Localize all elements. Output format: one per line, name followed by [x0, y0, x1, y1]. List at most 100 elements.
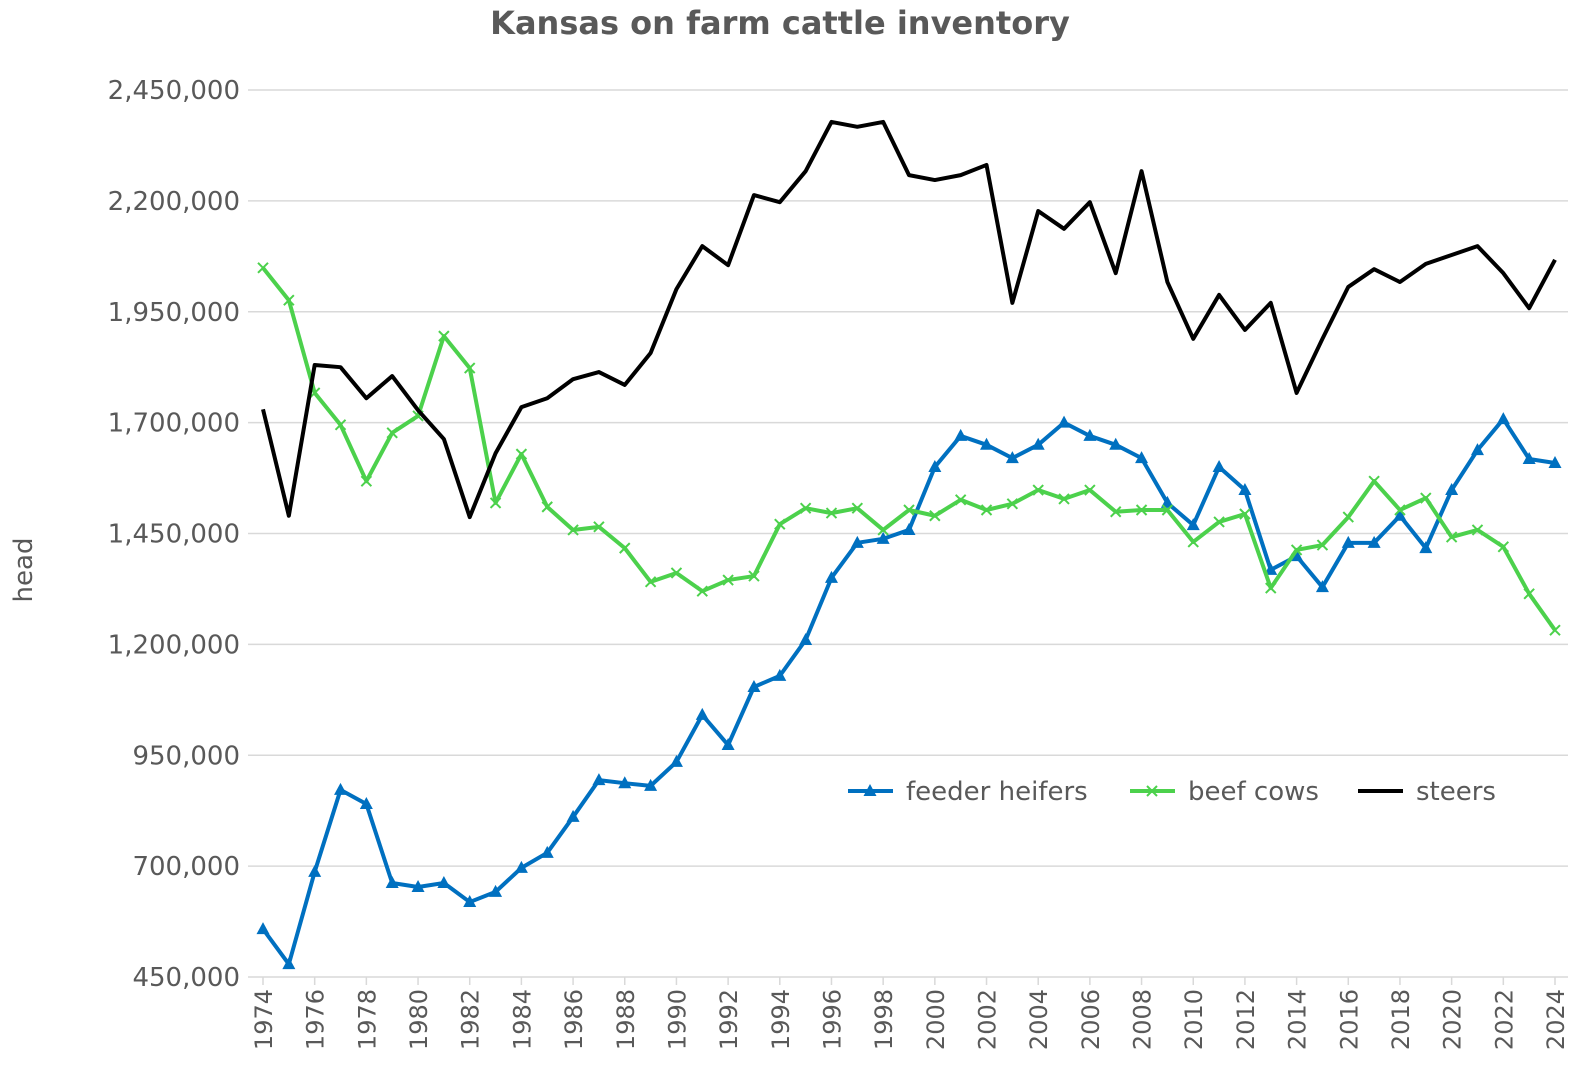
x-tick-label: 1982 — [457, 989, 485, 1050]
point-marker — [1419, 541, 1433, 554]
point-marker — [592, 773, 606, 786]
point-marker — [1445, 531, 1458, 543]
point-marker — [1470, 443, 1484, 456]
point-marker — [1367, 535, 1381, 548]
point-marker — [514, 860, 528, 873]
point-marker — [257, 262, 269, 274]
x-tick-label: 2014 — [1284, 989, 1312, 1050]
point-marker — [1135, 451, 1149, 464]
point-marker — [1110, 506, 1122, 518]
point-marker — [1496, 412, 1510, 425]
point-marker — [540, 845, 554, 858]
point-marker — [799, 632, 813, 645]
y-tick-label: 1,200,000 — [108, 630, 240, 660]
point-marker — [437, 875, 451, 888]
point-marker — [644, 778, 658, 791]
point-marker — [1394, 504, 1406, 516]
x-tick-label: 2004 — [1025, 989, 1053, 1050]
point-marker — [334, 782, 348, 795]
point-marker — [1265, 582, 1277, 594]
point-marker — [334, 419, 347, 431]
point-marker — [386, 427, 398, 439]
point-marker — [851, 502, 864, 514]
point-marker — [1549, 624, 1561, 636]
point-marker — [748, 570, 760, 582]
point-marker — [1005, 451, 1019, 464]
point-marker — [566, 809, 580, 822]
point-marker — [1213, 516, 1225, 528]
y-tick-label: 1,450,000 — [108, 520, 240, 550]
point-marker — [799, 502, 812, 514]
point-marker — [1548, 455, 1562, 468]
x-tick-label: 1978 — [353, 989, 381, 1050]
y-tick-label: 450,000 — [132, 963, 240, 993]
point-marker — [644, 576, 657, 588]
point-marker — [541, 501, 553, 513]
point-marker — [619, 542, 631, 554]
chart-title: Kansas on farm cattle inventory — [490, 4, 1070, 42]
point-marker — [980, 504, 993, 516]
point-marker — [1058, 493, 1070, 505]
point-marker — [1445, 483, 1459, 496]
x-tick-label: 2002 — [974, 989, 1002, 1050]
point-marker — [283, 294, 295, 306]
x-tick-label: 2024 — [1542, 989, 1570, 1050]
point-marker — [1420, 492, 1432, 504]
point-marker — [1238, 483, 1252, 496]
x-tick-label: 1992 — [715, 989, 743, 1050]
point-marker — [1341, 535, 1355, 548]
point-marker — [1032, 484, 1044, 496]
point-marker — [1264, 562, 1278, 575]
y-tick-label: 1,700,000 — [108, 409, 240, 439]
series-line — [261, 266, 1557, 632]
point-marker — [256, 922, 270, 935]
point-marker — [825, 507, 838, 519]
point-marker — [928, 459, 942, 472]
point-marker — [877, 524, 889, 536]
x-tick-label: 2020 — [1439, 989, 1467, 1050]
x-tick-label: 1974 — [250, 989, 278, 1050]
x-tick-label: 1980 — [405, 989, 433, 1050]
point-marker — [593, 521, 605, 533]
point-marker — [1315, 580, 1329, 593]
y-axis-label: head — [9, 538, 39, 603]
x-tick-label: 2016 — [1335, 989, 1363, 1050]
point-marker — [670, 567, 683, 579]
point-marker — [902, 522, 916, 535]
x-tick-label: 1996 — [818, 989, 846, 1050]
point-marker — [1212, 459, 1226, 472]
point-marker — [1471, 524, 1484, 536]
point-marker — [1522, 451, 1536, 464]
point-marker — [1497, 541, 1510, 553]
point-marker — [464, 362, 476, 374]
legend-label: feeder heifers — [906, 777, 1088, 807]
point-marker — [411, 879, 425, 892]
point-marker — [954, 494, 967, 506]
point-marker — [282, 957, 296, 970]
point-marker — [515, 448, 528, 460]
x-tick-label: 2010 — [1180, 989, 1208, 1050]
y-tick-label: 1,950,000 — [108, 298, 240, 328]
point-marker — [1084, 484, 1096, 496]
point-marker — [696, 585, 708, 597]
point-marker — [774, 518, 786, 530]
x-tick-label: 2018 — [1387, 989, 1415, 1050]
x-tick-label: 1984 — [508, 989, 536, 1050]
point-marker — [876, 531, 890, 544]
point-marker — [773, 668, 787, 681]
point-marker — [929, 510, 941, 522]
point-marker — [669, 754, 683, 767]
point-marker — [1187, 536, 1199, 548]
x-tick-label: 1986 — [560, 989, 588, 1050]
point-marker — [359, 797, 373, 810]
point-marker — [1006, 498, 1019, 510]
point-marker — [1316, 539, 1329, 551]
point-marker — [1109, 437, 1123, 450]
point-marker — [695, 707, 709, 720]
y-tick-label: 950,000 — [132, 741, 240, 771]
point-marker — [360, 475, 373, 487]
point-marker — [824, 570, 838, 583]
point-marker — [722, 574, 734, 586]
point-marker — [1290, 544, 1303, 556]
legend-label: beef cows — [1188, 777, 1319, 807]
